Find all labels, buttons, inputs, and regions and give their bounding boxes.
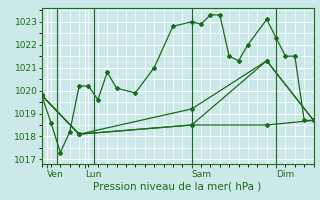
X-axis label: Pression niveau de la mer( hPa ): Pression niveau de la mer( hPa ) xyxy=(93,181,262,191)
